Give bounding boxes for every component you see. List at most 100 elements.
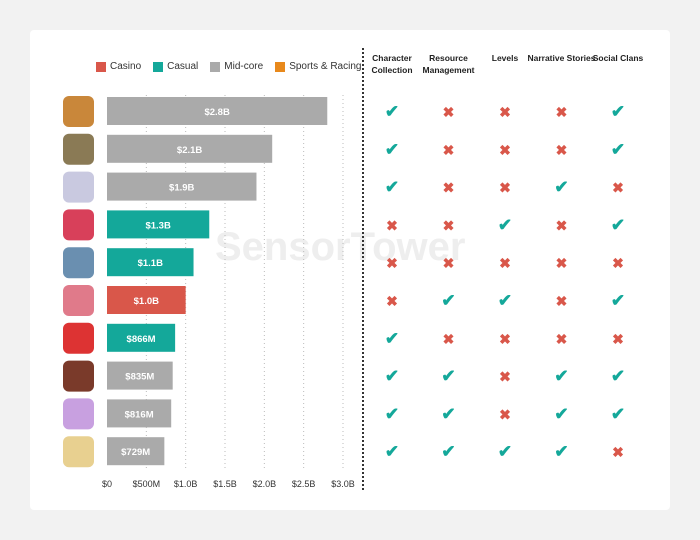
cross-icon: ✖ [499,406,511,422]
feature-column-header: Levels [491,53,519,63]
app-icon [63,247,94,279]
legend-item: Mid-core [210,61,263,72]
bar-label: $835M [125,372,154,383]
check-icon: ✔ [554,178,568,197]
bar [107,97,328,125]
cross-icon: ✖ [612,444,624,460]
check-icon: ✔ [611,102,625,121]
bar-label: $1.1B [138,258,163,269]
cross-icon: ✖ [499,331,511,347]
legend-swatch [210,61,221,72]
legend-item: Casual [153,61,198,72]
cross-icon: ✖ [556,293,568,309]
cross-icon: ✖ [612,331,624,347]
x-tick-label: $1.0B [174,479,198,489]
bar-label: $816M [125,409,154,420]
cross-icon: ✖ [499,180,511,196]
legend-label: Mid-core [224,61,264,72]
app-icon [63,398,94,430]
app-icon [63,209,94,241]
feature-column-header: Character Collection [371,53,413,75]
check-icon: ✔ [498,291,512,310]
check-icon: ✔ [385,329,399,348]
legend-label: Sports & Racing [289,61,362,72]
cross-icon: ✖ [386,293,398,309]
bar [107,361,173,390]
app-icon [63,322,94,354]
cross-icon: ✖ [612,255,624,271]
bar [107,210,210,239]
cross-icon: ✖ [556,104,568,120]
feature-column-header: Resource Management [422,53,475,75]
app-icon [63,285,94,316]
app-icon [63,360,94,392]
legend-label: Casual [167,61,199,72]
x-tick-label: $1.5B [213,479,237,489]
check-icon: ✔ [385,367,399,386]
legend-item: Casino [96,61,141,72]
cross-icon: ✖ [556,255,568,271]
cross-icon: ✖ [443,142,455,158]
check-icon: ✔ [554,367,568,386]
x-tick-label: $500M [133,479,161,489]
cross-icon: ✖ [556,217,568,233]
cross-icon: ✖ [386,217,398,233]
bar-label: $866M [127,334,156,345]
cross-icon: ✖ [556,142,568,158]
legend-swatch [153,61,164,72]
bar [107,286,186,314]
cross-icon: ✖ [556,331,568,347]
check-icon: ✔ [441,442,455,461]
check-icon: ✔ [498,442,512,461]
bar [107,399,172,428]
check-icon: ✔ [385,140,399,159]
app-icon [63,171,94,203]
bar-label: $729M [121,447,150,458]
feature-column-header: Social Clans [592,53,644,63]
cross-icon: ✖ [443,104,455,120]
legend-item: Sports & Racing [275,61,361,72]
check-icon: ✔ [441,404,455,423]
bar-label: $1.0B [134,296,159,307]
bar [107,323,176,352]
check-icon: ✔ [498,215,512,234]
check-icon: ✔ [611,367,625,386]
x-tick-label: $3.0B [331,479,355,489]
bar-label: $2.1B [177,145,202,156]
x-tick-label: $2.5B [292,479,316,489]
cross-icon: ✖ [612,180,624,196]
bar [107,248,194,277]
bar [107,172,257,201]
check-icon: ✔ [554,404,568,423]
legend-swatch [275,61,286,72]
check-icon: ✔ [385,442,399,461]
check-icon: ✔ [554,442,568,461]
cross-icon: ✖ [499,104,511,120]
cross-icon: ✖ [499,255,511,271]
cross-icon: ✖ [443,217,455,233]
check-icon: ✔ [611,140,625,159]
cross-icon: ✖ [443,180,455,196]
cross-icon: ✖ [499,142,511,158]
check-icon: ✔ [611,215,625,234]
cross-icon: ✖ [386,255,398,271]
x-tick-label: $2.0B [253,479,277,489]
app-icon [63,436,94,468]
cross-icon: ✖ [443,331,455,347]
bar-label: $2.8B [204,107,229,118]
legend: Casino Casual Mid-core Sports & Racing [96,61,361,72]
x-tick-label: $0 [102,479,112,489]
app-icon [63,133,94,165]
bar-label: $1.9B [169,183,194,194]
bar [107,437,165,466]
bar-label: $1.3B [145,220,170,231]
legend-label: Casino [110,61,142,72]
check-icon: ✔ [611,404,625,423]
check-icon: ✔ [611,291,625,310]
bar [107,134,273,163]
check-icon: ✔ [385,102,399,121]
cross-icon: ✖ [499,369,511,385]
check-icon: ✔ [385,404,399,423]
